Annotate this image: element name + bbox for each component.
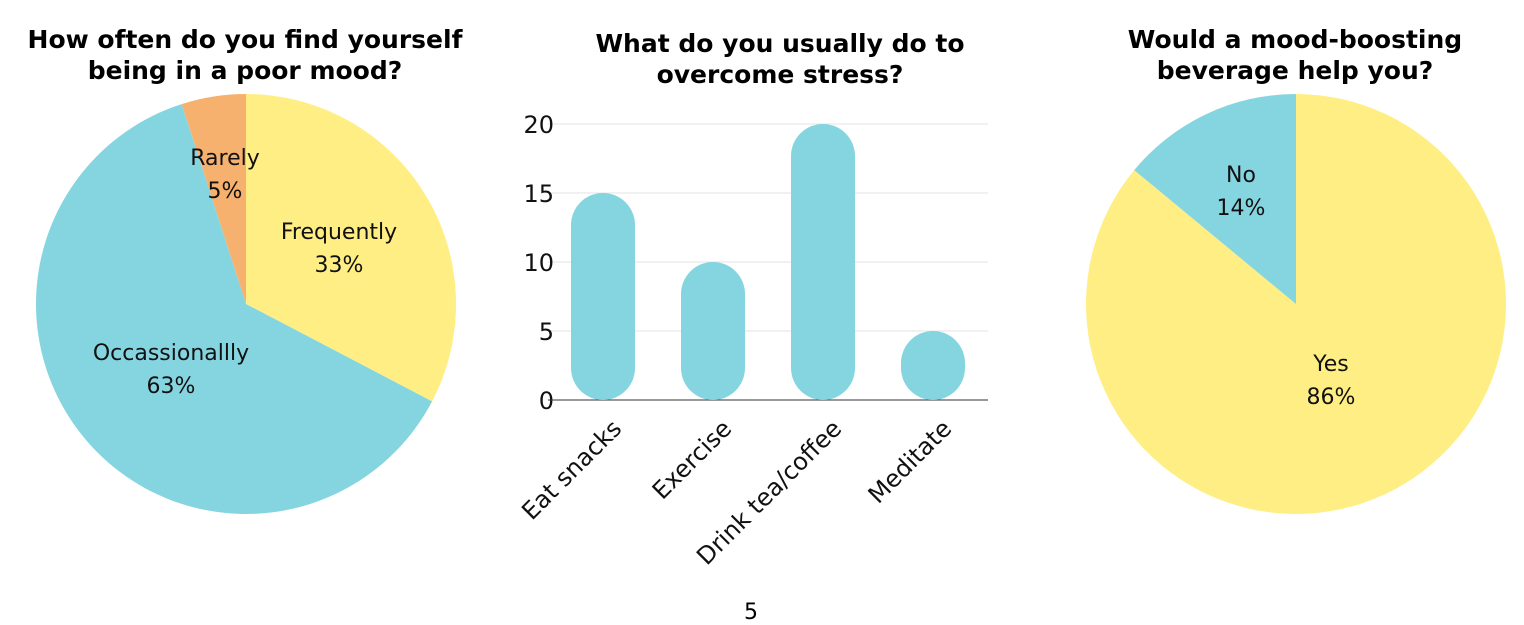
bar-chart-title: What do you usually do to overcome stres… bbox=[595, 29, 965, 89]
bar-drink-tea-coffee bbox=[791, 124, 855, 400]
slice-value-occassionallly: 63% bbox=[147, 374, 196, 399]
slice-label-no: No bbox=[1226, 163, 1256, 188]
pie-chart-beverage-help: Yes 86% No 14% bbox=[1086, 94, 1506, 514]
pie-chart-mood-frequency: Frequently 33% Occassionallly 63% Rarely 5% bbox=[36, 94, 456, 514]
y-tick-label: 10 bbox=[523, 249, 554, 277]
bar-meditate bbox=[901, 331, 965, 400]
slice-label-yes: Yes bbox=[1312, 352, 1349, 377]
slice-label-frequently: Frequently bbox=[281, 220, 397, 245]
y-tick-label: 0 bbox=[539, 387, 554, 415]
slice-value-rarely: 5% bbox=[208, 179, 243, 204]
slice-label-rarely: Rarely bbox=[190, 146, 260, 171]
x-tick-label-exercise: Exercise bbox=[647, 414, 737, 504]
pie-slice-occassionallly bbox=[36, 104, 433, 514]
pie-chart-1-title: How often do you find yourself being in … bbox=[27, 25, 463, 85]
x-tick-label-meditate: Meditate bbox=[863, 414, 958, 509]
y-tick-label: 5 bbox=[539, 318, 554, 346]
pie-slice-frequently bbox=[246, 94, 456, 402]
page-number: 5 bbox=[744, 600, 758, 625]
pie-chart-2-title: Would a mood-boosting beverage help you? bbox=[1127, 25, 1463, 85]
y-tick-label: 20 bbox=[523, 111, 554, 139]
x-tick-label-eat-snacks: Eat snacks bbox=[516, 414, 627, 525]
pie-slice-no bbox=[1134, 94, 1296, 304]
pie-slice-rarely bbox=[181, 94, 246, 304]
y-tick-label: 15 bbox=[523, 180, 554, 208]
bar-eat-snacks bbox=[571, 193, 635, 400]
slice-value-frequently: 33% bbox=[315, 253, 364, 278]
slice-label-occassionallly: Occassionallly bbox=[93, 341, 249, 366]
bar-exercise bbox=[681, 262, 745, 400]
slice-value-no: 14% bbox=[1217, 196, 1266, 221]
slice-value-yes: 86% bbox=[1307, 385, 1356, 410]
